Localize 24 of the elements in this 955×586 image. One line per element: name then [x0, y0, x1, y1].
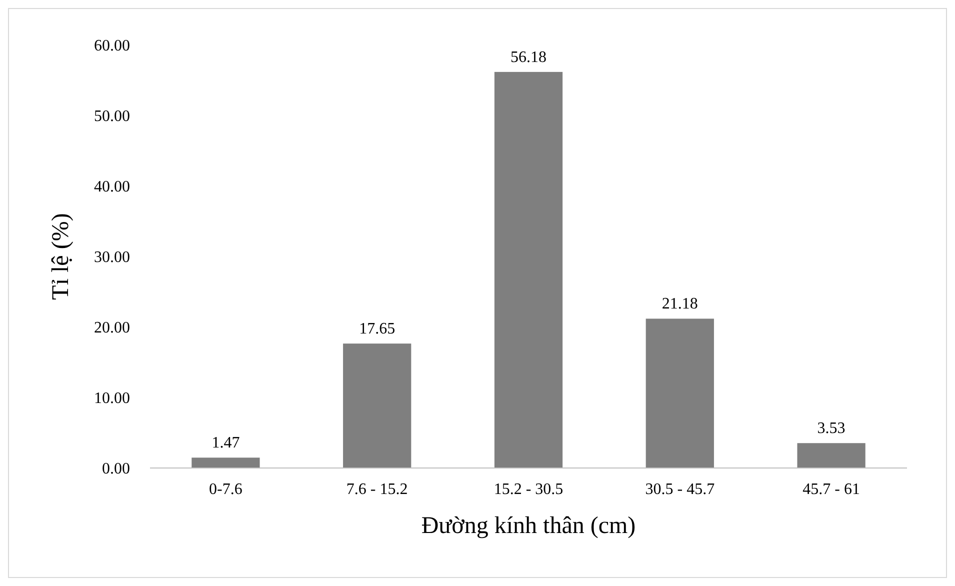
x-tick-label: 7.6 - 15.2 — [346, 481, 408, 498]
data-label: 56.18 — [510, 48, 546, 66]
x-tick-label: 45.7 - 61 — [802, 481, 860, 498]
x-tick-label: 15.2 - 30.5 — [494, 481, 564, 498]
bar — [494, 72, 563, 468]
y-tick-label: 10.00 — [94, 390, 130, 408]
data-label: 21.18 — [662, 296, 698, 313]
bar — [343, 344, 412, 468]
data-label: 1.47 — [212, 434, 240, 452]
bar — [192, 458, 260, 468]
y-tick-label: 60.00 — [94, 38, 130, 55]
data-label: 17.65 — [359, 320, 396, 338]
y-tick-label: 0.00 — [102, 460, 130, 478]
y-tick-label: 50.00 — [94, 108, 130, 126]
x-tick-label: 30.5 - 45.7 — [645, 481, 715, 498]
x-tick-label: 0-7.6 — [209, 481, 242, 498]
x-axis-title: Đường kính thân (cm) — [421, 513, 636, 539]
y-tick-label: 40.00 — [94, 178, 130, 196]
bar — [797, 443, 866, 468]
data-label: 3.53 — [817, 420, 846, 438]
y-axis-title: Tỉ lệ (%) — [48, 213, 74, 300]
bar — [646, 318, 714, 468]
y-tick-label: 30.00 — [94, 249, 130, 266]
y-tick-label: 20.00 — [94, 320, 130, 337]
